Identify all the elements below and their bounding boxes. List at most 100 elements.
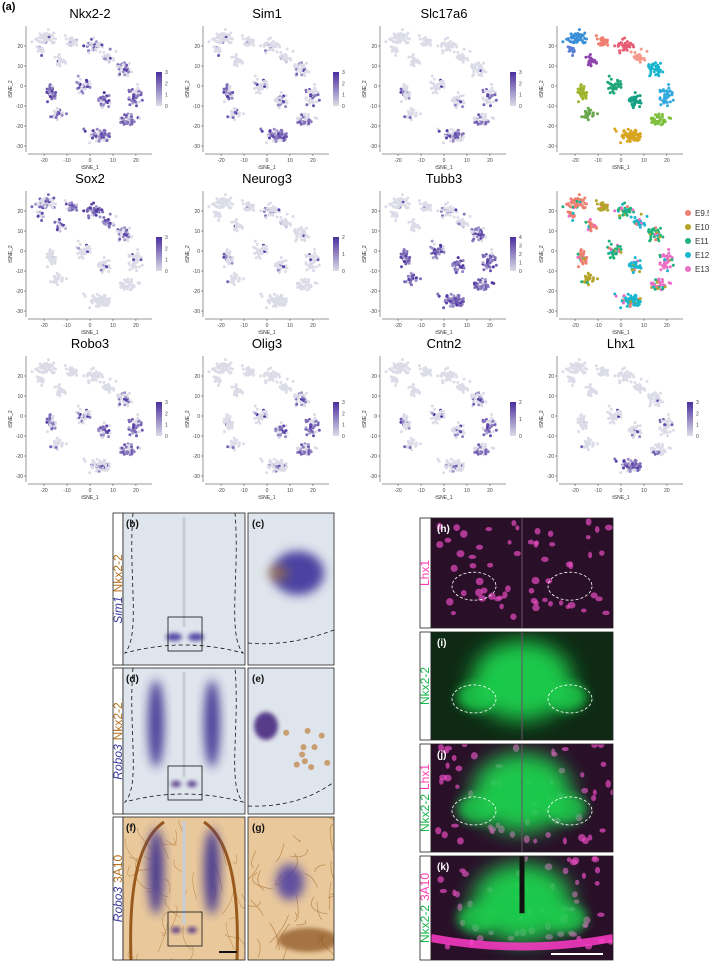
x-tick-label: -10: [63, 158, 70, 164]
cell-point: [636, 100, 640, 104]
cell-point: [308, 266, 312, 270]
color-bar-label: 2: [165, 411, 168, 417]
cell-point: [407, 96, 411, 100]
cell-point: [627, 207, 631, 211]
cell-point: [665, 91, 669, 95]
cell-point: [130, 448, 134, 452]
cell-point: [453, 132, 457, 136]
cell-point: [307, 235, 311, 239]
cell-point: [316, 93, 320, 97]
cell-point: [284, 132, 288, 136]
cell-point: [108, 377, 112, 381]
cell-point: [622, 294, 626, 298]
tsne-panel: -20 -10 0 10 2020100-10-20-30tSNE_1tSNE_2E9.…: [539, 191, 709, 336]
cell-point: [618, 80, 622, 83]
cell-point: [97, 262, 101, 266]
cell-point: [245, 207, 249, 211]
cell-point: [77, 256, 81, 260]
y-axis-label: tSNE_2: [362, 245, 368, 262]
cell-point: [282, 301, 286, 305]
cell-point: [53, 220, 57, 224]
cell-point: [105, 139, 109, 142]
color-bar-label: 3: [165, 235, 168, 241]
cell-point: [233, 440, 237, 444]
cell-point: [586, 106, 590, 110]
cell-point: [298, 63, 302, 67]
cell-point: [82, 44, 86, 48]
cell-point: [432, 77, 436, 81]
x-tick-label: -20: [217, 158, 224, 164]
cell-point: [443, 206, 446, 210]
cell-point: [68, 367, 72, 370]
color-bar-label: 0: [519, 104, 522, 110]
cell-point: [97, 97, 101, 101]
cell-point: [259, 127, 263, 131]
tsne-panel: Slc17a6-20 -10 0 10 2020100-10-20-30tSNE_1tS…: [362, 6, 522, 171]
cell-point: [661, 287, 665, 291]
cell-point: [565, 37, 569, 41]
cell-point: [305, 103, 309, 107]
cell-point: [271, 139, 275, 143]
cell-point: [130, 99, 134, 103]
cell-point: [279, 293, 283, 297]
cell-point: [575, 199, 579, 203]
cell-point: [53, 96, 57, 100]
cell-point: [58, 225, 62, 229]
cell-point: [585, 256, 589, 259]
cell-point: [669, 281, 673, 285]
cell-point: [91, 466, 94, 470]
cell-point: [620, 206, 623, 210]
cell-point: [406, 196, 410, 200]
cell-point: [409, 106, 413, 110]
cell-point: [266, 206, 269, 210]
cell-point: [582, 206, 586, 210]
color-bar-label: 2: [519, 81, 522, 87]
cell-point: [134, 426, 138, 430]
cell-point: [608, 246, 611, 250]
cell-point: [98, 129, 102, 133]
cell-point: [384, 205, 388, 209]
cell-point: [101, 138, 105, 142]
cell-point: [311, 96, 315, 100]
cell-point: [489, 104, 492, 108]
x-tick-label: -10: [417, 323, 424, 329]
cell-point: [277, 106, 281, 110]
cell-point: [213, 368, 217, 372]
cell-point: [217, 211, 221, 215]
cell-point: [77, 91, 81, 95]
cell-point: [123, 73, 127, 77]
cell-point: [65, 112, 68, 116]
cell-point: [409, 228, 413, 232]
cell-point: [92, 366, 96, 370]
cell-point: [576, 252, 580, 256]
cell-point: [285, 47, 289, 51]
cell-point: [76, 239, 80, 243]
color-bar-label: 3: [519, 244, 522, 250]
cell-point: [638, 297, 642, 301]
cell-point: [102, 265, 105, 269]
cell-point: [567, 38, 571, 42]
cell-point: [88, 306, 92, 310]
tsne-panel: Robo3-20 -10 0 10 2020100-10-20-30tSNE_1tSNE…: [8, 336, 168, 501]
cell-point: [307, 70, 311, 74]
y-tick-label: 0: [374, 84, 377, 90]
cell-point: [448, 304, 452, 308]
cell-point: [283, 383, 287, 386]
cell-point: [438, 247, 442, 251]
cell-point: [105, 265, 109, 269]
cell-point: [102, 430, 105, 434]
cell-point: [448, 205, 452, 209]
cell-point: [645, 214, 649, 218]
cell-point: [229, 201, 233, 205]
cell-point: [579, 251, 583, 255]
cell-point: [133, 100, 137, 103]
cell-point: [40, 200, 44, 204]
y-axis-label: tSNE_2: [185, 245, 191, 262]
cell-point: [663, 254, 667, 258]
cell-point: [237, 113, 241, 117]
cell-point: [213, 214, 217, 218]
x-tick-label: 10: [287, 158, 293, 164]
cell-point: [581, 87, 585, 90]
cell-point: [280, 222, 284, 226]
